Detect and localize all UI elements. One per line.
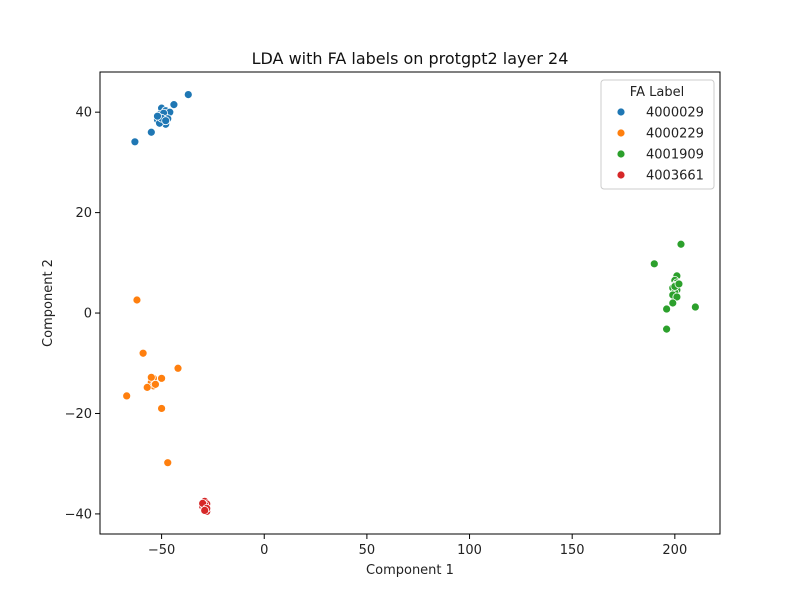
legend-box (600, 79, 715, 190)
data-point (183, 90, 193, 99)
x-tick-label: 150 (560, 543, 585, 558)
x-tick-label: −50 (148, 543, 175, 558)
legend-label: 4000029 (646, 106, 704, 121)
x-tick-label: 200 (662, 543, 687, 558)
x-axis: −50 0 50 100 150 200 (148, 534, 687, 558)
data-point (157, 373, 166, 383)
data-point (674, 279, 684, 289)
data-point (676, 239, 686, 249)
data-point (163, 458, 173, 468)
legend-label: 4001909 (646, 148, 704, 163)
data-point (146, 127, 156, 137)
data-point (662, 304, 672, 314)
data-point (146, 372, 156, 382)
legend-entries: 4000029 4000229 4001909 4003661 (616, 106, 704, 184)
y-axis: −40 −20 0 20 40 (65, 106, 100, 522)
data-point (662, 324, 672, 334)
series-4000029 (130, 90, 193, 147)
data-point (142, 382, 152, 392)
legend-marker (616, 149, 626, 159)
data-point (157, 404, 166, 413)
x-tick-label: 50 (359, 543, 376, 558)
data-point (130, 137, 140, 147)
data-point (690, 302, 700, 312)
y-tick-label: 40 (75, 106, 92, 121)
legend-label: 4003661 (646, 169, 704, 184)
data-point (200, 505, 210, 515)
data-point (649, 259, 659, 269)
data-point (173, 363, 183, 373)
data-point (169, 100, 179, 110)
legend-marker (616, 107, 626, 117)
data-point (122, 391, 132, 401)
series-4003661 (198, 496, 212, 516)
y-axis-label: Component 2 (41, 259, 56, 347)
chart-title: LDA with FA labels on protgpt2 layer 24 (252, 49, 569, 68)
x-tick-label: 0 (260, 543, 268, 558)
data-point (153, 111, 162, 121)
legend-marker (616, 170, 626, 180)
legend-title: FA Label (630, 85, 684, 100)
legend-marker (616, 128, 626, 138)
y-tick-label: 20 (75, 206, 92, 221)
data-point (132, 295, 142, 305)
data-point (151, 379, 160, 389)
legend: FA Label 4000029 4000229 4001909 4003661 (600, 79, 715, 190)
plot-frame (99, 71, 721, 535)
x-tick-label: 100 (457, 543, 482, 558)
data-point (138, 348, 148, 358)
legend-label: 4000229 (646, 127, 704, 142)
x-axis-label: Component 1 (366, 563, 454, 578)
data-point (161, 116, 171, 126)
plot-area (122, 90, 700, 516)
y-tick-label: 0 (84, 307, 92, 322)
series-4000229 (122, 295, 183, 468)
y-tick-label: −40 (65, 507, 92, 522)
series-4001909 (649, 239, 700, 334)
y-tick-label: −20 (65, 407, 92, 422)
data-point (672, 292, 682, 302)
data-point (668, 298, 678, 308)
